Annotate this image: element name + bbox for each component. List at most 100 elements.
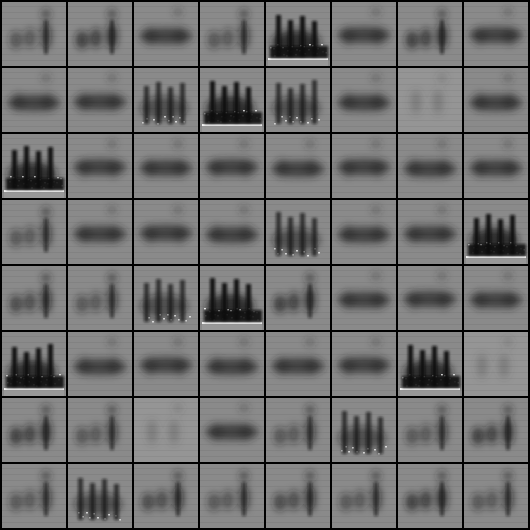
sample-image [266, 134, 330, 198]
sample-tile [464, 68, 528, 132]
sample-image [464, 68, 528, 132]
sample-image [332, 200, 396, 264]
sample-tile [134, 266, 198, 330]
sample-tile [200, 332, 264, 396]
sample-image [134, 266, 198, 330]
sample-tile [200, 266, 264, 330]
sample-image [200, 68, 264, 132]
sample-image [464, 2, 528, 66]
sample-tile [134, 398, 198, 462]
sample-tile [68, 464, 132, 528]
sample-tile [398, 398, 462, 462]
sample-tile [200, 134, 264, 198]
sample-image [398, 134, 462, 198]
sample-tile [266, 332, 330, 396]
sample-tile [134, 332, 198, 396]
sample-tile [398, 464, 462, 528]
sample-image [266, 266, 330, 330]
sample-image [332, 266, 396, 330]
sample-tile [332, 68, 396, 132]
sample-image [464, 266, 528, 330]
sample-tile [200, 68, 264, 132]
sample-image [2, 200, 66, 264]
sample-tile [332, 266, 396, 330]
sample-tile [134, 134, 198, 198]
sample-tile [464, 134, 528, 198]
sample-image [464, 464, 528, 528]
sample-tile [332, 398, 396, 462]
sample-tile [134, 464, 198, 528]
sample-tile [398, 2, 462, 66]
sample-tile [332, 134, 396, 198]
sample-tile [2, 266, 66, 330]
sample-tile [464, 464, 528, 528]
sample-tile [2, 134, 66, 198]
sample-tile [266, 68, 330, 132]
sample-image [134, 134, 198, 198]
sample-image [398, 200, 462, 264]
sample-tile [398, 200, 462, 264]
sample-tile [464, 266, 528, 330]
sample-image [200, 332, 264, 396]
sample-image [2, 134, 66, 198]
sample-tile [2, 464, 66, 528]
sample-image [398, 266, 462, 330]
sample-image [266, 68, 330, 132]
sample-image [332, 134, 396, 198]
sample-tile [332, 332, 396, 396]
sample-image [68, 2, 132, 66]
sample-image [266, 332, 330, 396]
sample-image [134, 398, 198, 462]
sample-image [200, 200, 264, 264]
sample-image [68, 266, 132, 330]
sample-tile [68, 200, 132, 264]
sample-tile [68, 2, 132, 66]
sample-image [398, 2, 462, 66]
sample-tile [200, 2, 264, 66]
sample-tile [2, 2, 66, 66]
sample-image [134, 464, 198, 528]
sample-image [332, 464, 396, 528]
sample-image [398, 68, 462, 132]
sample-image [464, 332, 528, 396]
sample-tile [464, 2, 528, 66]
sample-image [464, 200, 528, 264]
sample-tile [332, 200, 396, 264]
sample-image [464, 398, 528, 462]
sample-image [2, 464, 66, 528]
sample-tile [266, 2, 330, 66]
sample-image [68, 134, 132, 198]
sample-tile [200, 200, 264, 264]
sample-image [266, 2, 330, 66]
sample-image [200, 134, 264, 198]
sample-image [200, 2, 264, 66]
sample-tile [464, 332, 528, 396]
sample-image [332, 2, 396, 66]
sample-tile [332, 2, 396, 66]
sample-image [266, 398, 330, 462]
sample-tile [134, 200, 198, 264]
sample-image [68, 464, 132, 528]
sample-tile [68, 68, 132, 132]
sample-image [2, 398, 66, 462]
sample-tile [266, 398, 330, 462]
sample-image [332, 398, 396, 462]
sample-image [398, 398, 462, 462]
sample-image [200, 464, 264, 528]
sample-tile [134, 2, 198, 66]
sample-tile [464, 398, 528, 462]
sample-image [134, 332, 198, 396]
sample-tile [266, 266, 330, 330]
sample-tile [464, 200, 528, 264]
sample-image [200, 398, 264, 462]
sample-tile [2, 68, 66, 132]
sample-tile [68, 266, 132, 330]
sample-image [68, 68, 132, 132]
sample-tile [68, 398, 132, 462]
sample-tile [200, 464, 264, 528]
sample-image [2, 2, 66, 66]
sample-tile [398, 266, 462, 330]
sample-image [398, 464, 462, 528]
sample-tile [266, 134, 330, 198]
sample-image [134, 68, 198, 132]
